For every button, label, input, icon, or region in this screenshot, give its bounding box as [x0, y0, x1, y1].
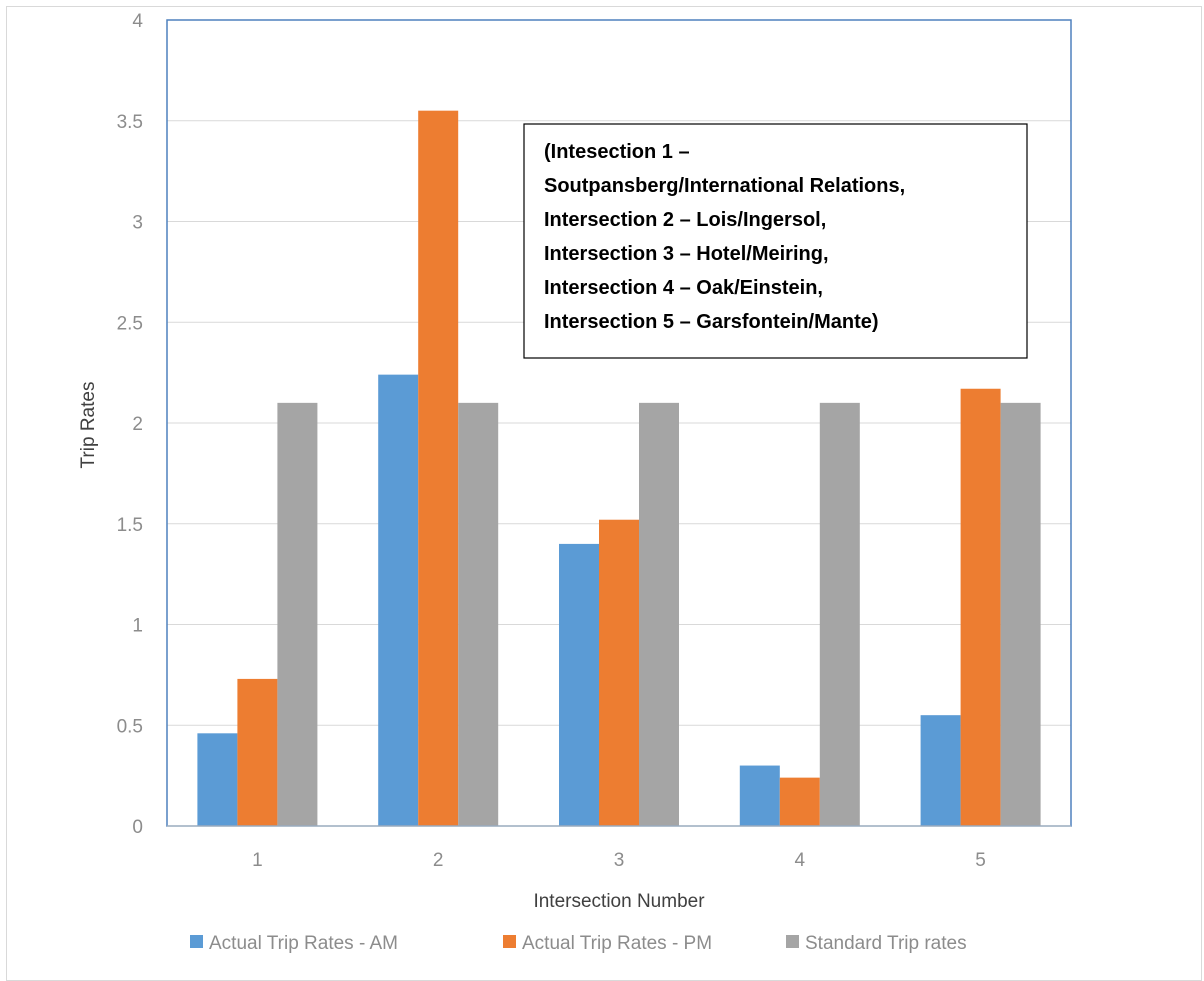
x-axis-title: Intersection Number — [533, 891, 705, 912]
bar-series2-cat5 — [960, 388, 1001, 826]
annotation-border — [523, 123, 1028, 359]
x-tick-label: 5 — [975, 850, 986, 871]
y-tick-labels: 0 0.5 1 1.5 2 2.5 3 3.5 4 — [117, 11, 144, 838]
legend-swatch — [190, 935, 203, 948]
y-tick-label: 4 — [132, 11, 143, 32]
annotation-line: Intersection 3 – Hotel/Meiring, — [544, 243, 829, 265]
y-tick-label: 0 — [132, 817, 143, 838]
legend-label: Actual Trip Rates - PM — [522, 933, 712, 954]
bar-series2-cat2 — [418, 110, 459, 827]
annotation-line: Intersection 2 – Lois/Ingersol, — [544, 209, 826, 231]
x-tick-label: 3 — [614, 850, 625, 871]
bar-series1-cat3 — [559, 543, 599, 826]
bar-series3-cat5 — [1000, 402, 1041, 826]
annotation-box: (Intesection 1 – Soutpansberg/Internation… — [523, 123, 1028, 359]
bar-series1-cat1 — [197, 733, 238, 826]
y-tick-label: 1 — [132, 616, 143, 637]
bar-series3-cat4 — [819, 402, 860, 826]
x-tick-labels: 1 2 3 4 5 — [252, 850, 986, 871]
y-tick-label: 2.5 — [117, 313, 143, 334]
bar-series1-cat5 — [920, 715, 961, 826]
bar-series1-cat2 — [378, 374, 419, 826]
bar-series2-cat1 — [237, 678, 278, 826]
legend-swatch — [503, 935, 516, 948]
annotation-line: Soutpansberg/International Relations, — [544, 175, 905, 197]
legend-label: Actual Trip Rates - AM — [209, 933, 398, 954]
y-tick-label: 3.5 — [117, 112, 143, 133]
y-axis-title: Trip Rates — [78, 382, 99, 469]
x-tick-label: 1 — [252, 850, 263, 871]
bar-series2-cat4 — [779, 777, 820, 826]
bar-series3-cat1 — [277, 402, 318, 826]
y-tick-label: 1.5 — [117, 515, 143, 536]
annotation-lines: (Intesection 1 – Soutpansberg/Internation… — [544, 141, 905, 333]
bar-series2-cat3 — [599, 519, 639, 826]
bar-series1-cat4 — [739, 765, 780, 826]
bar-series3-cat3 — [639, 402, 679, 826]
bar-series3-cat2 — [458, 402, 499, 826]
annotation-line: Intersection 4 – Oak/Einstein, — [544, 277, 823, 299]
legend-label: Standard Trip rates — [805, 933, 967, 954]
bars — [197, 110, 1041, 827]
y-tick-label: 3 — [132, 213, 143, 234]
x-tick-label: 2 — [433, 850, 444, 871]
annotation-line: (Intesection 1 – — [544, 141, 690, 163]
x-tick-label: 4 — [795, 850, 806, 871]
legend: Actual Trip Rates - AM Actual Trip Rates … — [190, 933, 967, 954]
annotation-line: Intersection 5 – Garsfontein/Mante) — [544, 311, 879, 333]
y-tick-label: 0.5 — [117, 716, 143, 737]
y-tick-label: 2 — [132, 414, 143, 435]
legend-swatch — [786, 935, 799, 948]
